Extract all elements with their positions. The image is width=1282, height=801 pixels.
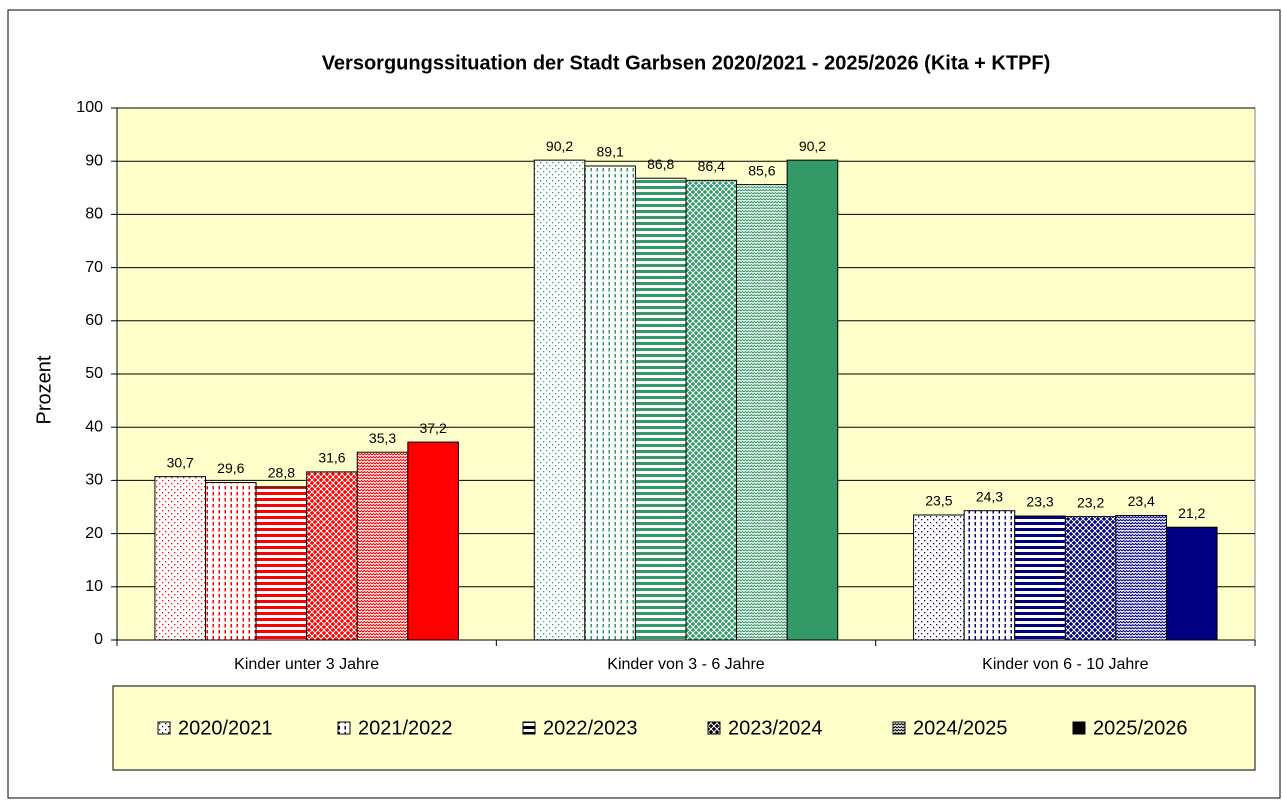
legend-swatch	[707, 721, 721, 735]
x-tick-label: Kinder von 3 - 6 Jahre	[607, 656, 765, 673]
legend-label: 2020/2021	[178, 717, 273, 739]
bar	[584, 165, 636, 641]
legend-swatch	[157, 721, 171, 735]
bar	[913, 514, 965, 641]
data-label: 29,6	[217, 460, 244, 476]
legend-swatch	[1072, 721, 1086, 735]
bar	[685, 179, 738, 641]
legend-label: 2024/2025	[913, 717, 1008, 739]
legend	[112, 685, 1256, 771]
data-label: 85,6	[748, 162, 775, 178]
data-label: 35,3	[369, 430, 396, 446]
bar	[963, 510, 1016, 641]
y-tick-label: 60	[85, 312, 103, 329]
bar	[205, 482, 257, 641]
y-tick-label: 80	[85, 206, 103, 223]
data-label: 24,3	[976, 488, 1003, 504]
x-tick-label: Kinder von 6 - 10 Jahre	[982, 656, 1148, 673]
data-label: 90,2	[799, 138, 826, 154]
legend-swatch	[337, 721, 351, 735]
data-label: 23,5	[925, 493, 952, 509]
legend-swatch	[522, 721, 536, 735]
bar	[1064, 516, 1117, 641]
data-label: 28,8	[268, 464, 295, 480]
data-label: 21,2	[1178, 505, 1205, 521]
bar	[533, 159, 586, 641]
bar	[1115, 515, 1167, 641]
x-tick-label: Kinder unter 3 Jahre	[234, 656, 379, 673]
legend-label: 2023/2024	[728, 717, 823, 739]
y-tick-label: 30	[85, 472, 103, 489]
bar	[154, 476, 207, 641]
data-label: 86,4	[698, 158, 725, 174]
data-label: 37,2	[419, 420, 446, 436]
bar	[736, 184, 788, 641]
data-label: 23,2	[1077, 494, 1104, 510]
bar	[255, 486, 308, 641]
data-label: 31,6	[318, 450, 345, 466]
y-tick-label: 10	[85, 578, 103, 595]
data-label: 23,4	[1128, 493, 1155, 509]
y-tick-label: 50	[85, 365, 103, 382]
data-label: 30,7	[167, 454, 194, 470]
data-label: 89,1	[597, 144, 624, 160]
y-tick-label: 90	[85, 152, 103, 169]
bar	[1014, 515, 1066, 641]
y-tick-label: 0	[94, 631, 103, 648]
legend-label: 2021/2022	[358, 717, 453, 739]
legend-label: 2025/2026	[1093, 717, 1188, 739]
bar	[356, 451, 409, 641]
chart-title: Versorgungssituation der Stadt Garbsen 2…	[322, 52, 1051, 74]
y-tick-label: 70	[85, 259, 103, 276]
bar	[407, 441, 459, 641]
bar	[306, 471, 358, 641]
bar	[786, 159, 839, 641]
y-axis-title: Prozent	[33, 355, 55, 424]
y-tick-label: 20	[85, 525, 103, 542]
bar	[634, 177, 687, 641]
y-tick-label: 40	[85, 418, 103, 435]
y-tick-label: 100	[76, 99, 103, 116]
legend-label: 2022/2023	[543, 717, 638, 739]
bar	[1165, 526, 1218, 641]
data-label: 23,3	[1026, 494, 1053, 510]
data-label: 90,2	[546, 138, 573, 154]
data-label: 86,8	[647, 156, 674, 172]
legend-swatch	[892, 721, 906, 735]
